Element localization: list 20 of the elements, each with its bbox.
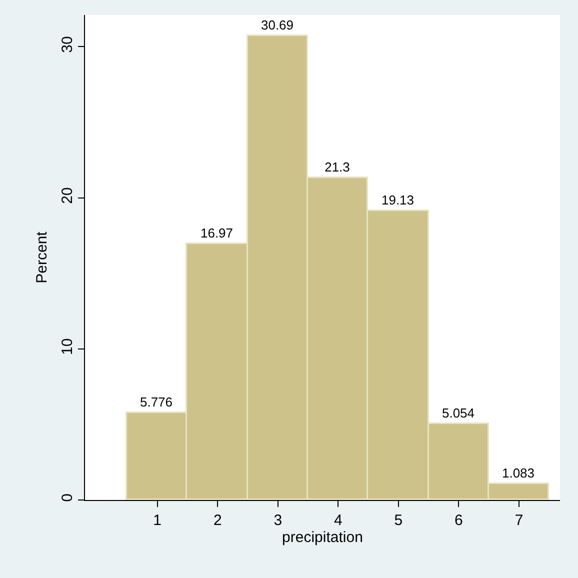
x-axis-title: precipitation	[282, 529, 363, 546]
x-tick-label: 3	[274, 512, 282, 529]
x-tick-label: 6	[454, 512, 463, 529]
data-label: 21.3	[324, 159, 350, 174]
x-tick-label: 5	[394, 512, 403, 529]
y-tick-label: 10	[59, 338, 76, 356]
y-tick-label: 0	[59, 494, 76, 502]
data-label: 19.13	[381, 192, 414, 208]
data-label: 5.054	[442, 405, 475, 420]
data-label: 1.083	[502, 465, 535, 480]
x-tick-label: 1	[153, 512, 162, 529]
y-axis-title: Percent	[33, 230, 50, 284]
x-tick-label: 7	[514, 512, 524, 529]
y-tick-label: 30	[59, 36, 76, 53]
data-label: 5.776	[140, 394, 173, 410]
x-tick-label: 2	[213, 512, 222, 529]
data-label: 30.69	[260, 17, 294, 32]
x-tick-label: 4	[334, 512, 342, 529]
y-tick-label: 20	[59, 187, 76, 204]
data-label: 16.97	[200, 225, 234, 240]
